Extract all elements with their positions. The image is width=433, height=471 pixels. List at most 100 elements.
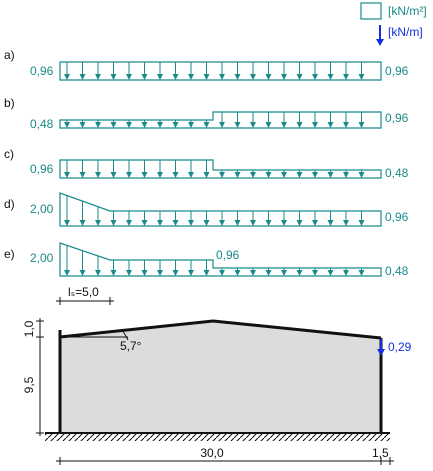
load-value: 0,48 — [30, 117, 54, 131]
line-load: 0,29 — [388, 340, 412, 354]
legend-area-unit: [kN/m²] — [388, 4, 427, 18]
load-arrow-head — [219, 172, 225, 178]
load-arrow-head — [281, 172, 287, 178]
load-arrow-head — [281, 270, 287, 276]
load-value: 0,96 — [30, 162, 54, 176]
load-arrow-head — [95, 270, 101, 276]
load-arrow-head — [110, 270, 117, 276]
roof-angle: 5,7° — [120, 339, 142, 353]
load-arrow-head — [141, 220, 148, 226]
load-arrow-head — [188, 74, 194, 80]
load-arrow-head — [250, 172, 256, 178]
load-arrow-head — [141, 270, 148, 276]
case-label: d) — [4, 197, 15, 211]
load-arrow-head — [281, 74, 287, 80]
load-arrow-head — [157, 172, 163, 178]
load-arrow-head — [343, 270, 349, 276]
load-arrow-head — [79, 270, 86, 276]
load-arrow-head — [188, 220, 194, 226]
load-arrow-head — [343, 122, 349, 128]
load-arrow-head — [95, 74, 101, 80]
load-arrow-head — [79, 122, 86, 128]
load-arrow-head — [296, 270, 303, 276]
load-arrow-head — [265, 122, 272, 128]
load-arrow-head — [95, 122, 101, 128]
load-arrow-head — [358, 74, 365, 80]
load-arrow-head — [110, 172, 117, 178]
load-value: 0,96 — [385, 111, 409, 125]
load-arrow-head — [64, 74, 70, 80]
overhang: 1,5 — [372, 446, 389, 460]
load-arrow-head — [219, 220, 225, 226]
load-arrow-head — [157, 74, 163, 80]
load-arrow-head — [327, 270, 334, 276]
load-arrow-head — [358, 172, 365, 178]
load-arrow-head — [343, 74, 349, 80]
load-arrow-head — [126, 220, 132, 226]
load-arrow-head — [95, 172, 101, 178]
load-arrow-head — [234, 220, 241, 226]
load-outline — [59, 242, 382, 277]
load-arrow-head — [188, 122, 194, 128]
load-arrow-head — [234, 270, 241, 276]
load-arrow-head — [157, 220, 163, 226]
load-arrow-head — [327, 220, 334, 226]
load-arrow-head — [219, 74, 225, 80]
load-outline — [59, 61, 382, 81]
load-arrow-head — [265, 220, 272, 226]
load-arrow-head — [358, 220, 365, 226]
load-arrow-head — [219, 270, 225, 276]
load-arrow-head — [157, 122, 163, 128]
load-arrow-head — [110, 122, 117, 128]
load-arrow-head — [188, 172, 194, 178]
load-arrow-head — [312, 220, 318, 226]
building-width: 30,0 — [200, 446, 224, 460]
load-value: 0,48 — [385, 264, 409, 278]
load-arrow-head — [296, 172, 303, 178]
load-arrow-head — [126, 270, 132, 276]
load-arrow-head — [141, 74, 148, 80]
load-arrow-head — [126, 74, 132, 80]
load-arrow-head — [234, 74, 241, 80]
load-arrow-head — [141, 172, 148, 178]
load-value: 2,00 — [30, 202, 54, 216]
case-label: b) — [4, 96, 15, 110]
load-arrow-head — [281, 220, 287, 226]
load-arrow-head — [79, 172, 86, 178]
load-arrow-head — [234, 172, 241, 178]
load-arrow-head — [157, 270, 163, 276]
load-arrow-head — [203, 220, 210, 226]
load-arrow-head — [250, 220, 256, 226]
load-arrow-head — [203, 74, 210, 80]
load-arrow-head — [281, 122, 287, 128]
case-label: a) — [4, 48, 15, 62]
line-load-arrow-head — [377, 349, 385, 356]
load-arrow-head — [172, 220, 179, 226]
load-arrow-head — [79, 220, 86, 226]
load-outline — [59, 159, 382, 179]
load-arrow-head — [250, 74, 256, 80]
load-arrow-head — [343, 172, 349, 178]
load-arrow-head — [64, 270, 70, 276]
load-value: 0,48 — [385, 166, 409, 180]
load-arrow-head — [327, 122, 334, 128]
load-arrow-head — [296, 122, 303, 128]
legend-area-icon — [360, 2, 382, 20]
load-arrow-head — [64, 172, 70, 178]
load-arrow-head — [203, 122, 210, 128]
load-arrow-head — [296, 74, 303, 80]
load-arrow-head — [219, 122, 225, 128]
load-arrow-head — [250, 122, 256, 128]
eave-height: 9,5 — [22, 376, 36, 393]
load-arrow-head — [79, 74, 86, 80]
load-arrow-head — [188, 270, 194, 276]
load-arrow-head — [296, 220, 303, 226]
building-section — [60, 321, 381, 433]
load-arrow-head — [172, 74, 179, 80]
load-outline — [59, 111, 382, 129]
case-label: c) — [4, 147, 14, 161]
load-arrow-head — [64, 220, 70, 226]
load-arrow-head — [343, 220, 349, 226]
load-arrow-head — [327, 74, 334, 80]
